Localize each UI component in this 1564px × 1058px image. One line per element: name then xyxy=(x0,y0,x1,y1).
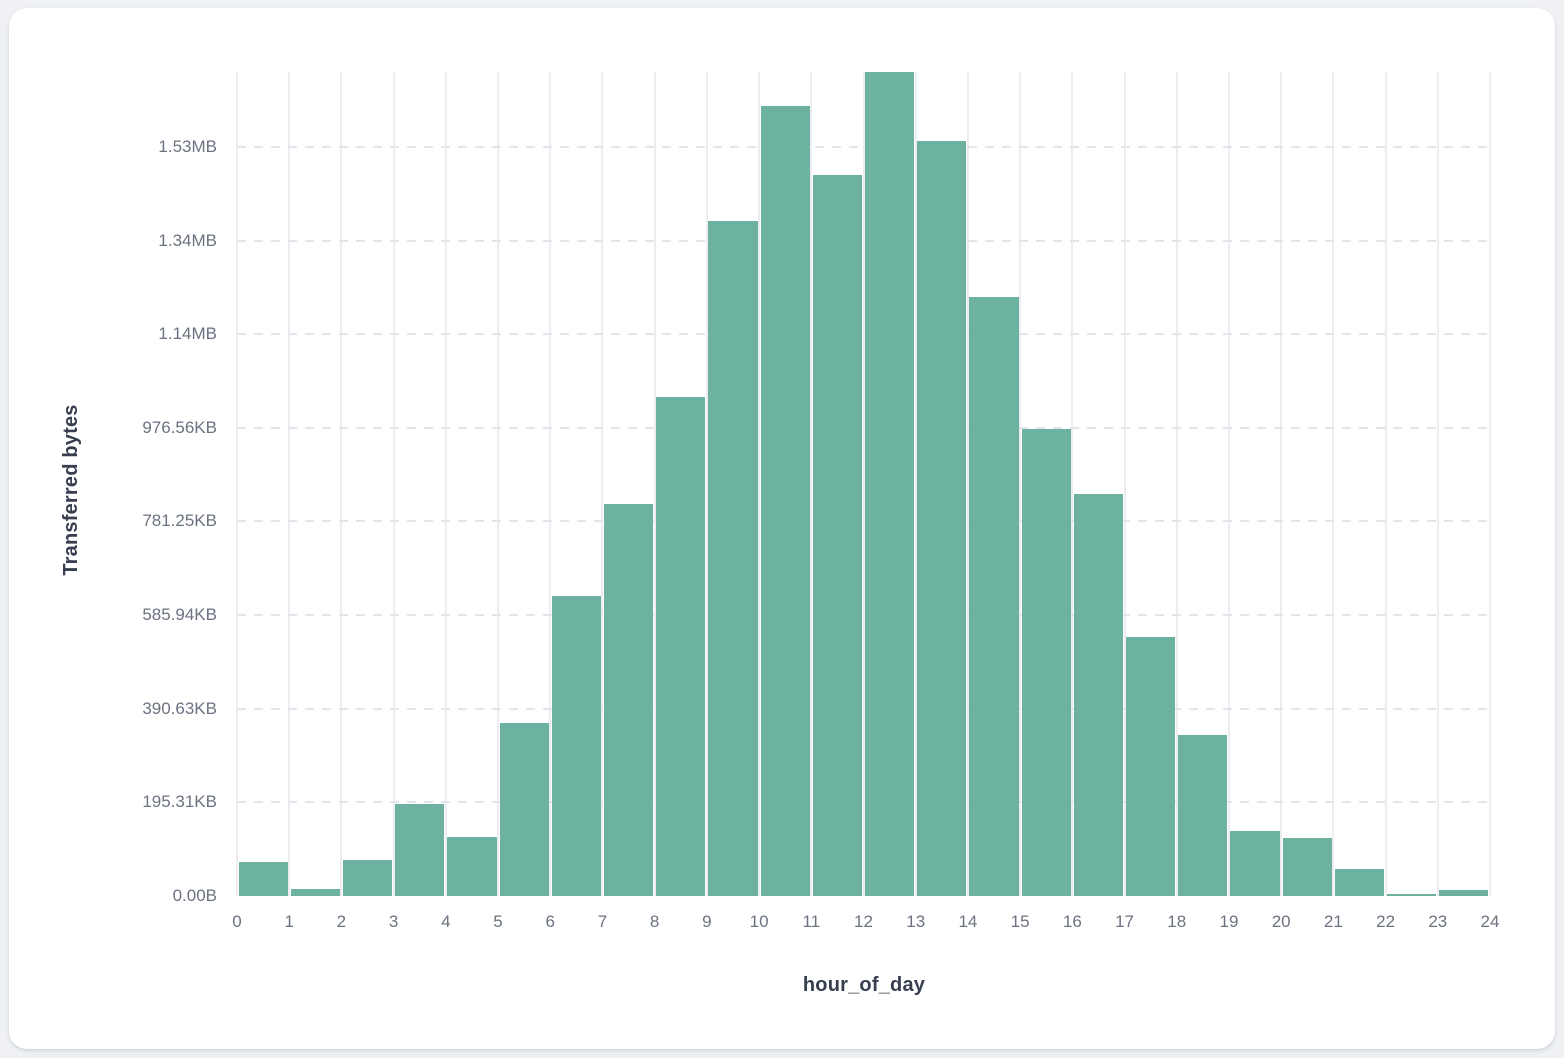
vertical-gridline xyxy=(1384,72,1387,896)
y-tick-label: 1.34MB xyxy=(158,230,217,250)
bar-hour-7[interactable] xyxy=(603,503,654,896)
x-tick-label: 2 xyxy=(336,912,347,931)
vertical-gridline xyxy=(810,72,813,896)
bar-hour-6[interactable] xyxy=(551,596,601,896)
bar-hour-20[interactable] xyxy=(1282,837,1332,896)
vertical-gridline xyxy=(1489,72,1491,896)
y-tick-label: 1.53MB xyxy=(158,136,217,156)
y-tick-label: 195.31KB xyxy=(142,792,217,812)
x-tick-label: 21 xyxy=(1323,912,1343,931)
vertical-gridline xyxy=(288,72,291,896)
vertical-gridline xyxy=(1071,72,1074,896)
horizontal-gridline xyxy=(237,801,1490,804)
vertical-gridline xyxy=(705,72,708,896)
x-tick-label: 12 xyxy=(854,912,873,931)
vertical-gridline xyxy=(653,72,656,896)
vertical-gridline xyxy=(862,72,865,896)
bar-hour-5[interactable] xyxy=(499,722,549,896)
vertical-gridline xyxy=(601,72,604,896)
horizontal-gridline xyxy=(237,614,1490,617)
horizontal-gridline xyxy=(237,707,1490,710)
y-tick-label: 390.63KB xyxy=(142,698,217,718)
x-tick-label: 23 xyxy=(1428,912,1448,931)
bar-hour-16[interactable] xyxy=(1073,494,1124,896)
bar-hour-19[interactable] xyxy=(1230,830,1280,896)
vertical-gridline xyxy=(914,72,917,896)
y-tick-label: 781.25KB xyxy=(142,511,217,531)
bar-hour-8[interactable] xyxy=(656,396,706,896)
y-tick-label: 0.00B xyxy=(172,886,217,905)
bar-hour-10[interactable] xyxy=(760,105,810,896)
x-tick-label: 16 xyxy=(1062,912,1082,931)
bar-hour-17[interactable] xyxy=(1126,636,1176,896)
x-tick-label: 20 xyxy=(1271,912,1291,931)
bar-hour-2[interactable] xyxy=(342,860,393,896)
bar-hour-4[interactable] xyxy=(447,837,497,896)
x-tick-label: 13 xyxy=(906,912,926,931)
vertical-gridline xyxy=(1175,72,1178,896)
bar-hour-23[interactable] xyxy=(1439,889,1489,896)
x-tick-label: 19 xyxy=(1219,912,1239,931)
plot-area xyxy=(236,72,1491,896)
bar-hour-9[interactable] xyxy=(708,221,758,896)
bar-hour-15[interactable] xyxy=(1021,429,1071,896)
bar-hour-3[interactable] xyxy=(395,804,445,896)
vertical-gridline xyxy=(497,72,500,896)
x-tick-label: 9 xyxy=(702,912,712,931)
vertical-gridline xyxy=(549,72,552,896)
horizontal-gridline xyxy=(237,145,1490,148)
x-tick-label: 3 xyxy=(388,912,399,931)
vertical-gridline xyxy=(236,72,238,896)
x-tick-label: 14 xyxy=(958,912,978,931)
vertical-gridline xyxy=(444,72,447,896)
y-tick-label: 585.94KB xyxy=(142,605,217,625)
x-tick-label: 11 xyxy=(802,912,821,931)
x-tick-label: 18 xyxy=(1167,912,1187,931)
y-tick-label: 1.14MB xyxy=(158,324,217,344)
x-tick-label: 5 xyxy=(493,912,503,931)
vertical-gridline xyxy=(1332,72,1335,896)
bar-hour-0[interactable] xyxy=(238,862,288,896)
bar-hour-14[interactable] xyxy=(969,296,1019,896)
vertical-gridline xyxy=(1280,72,1283,896)
x-tick-label: 10 xyxy=(749,912,769,931)
x-tick-label: 24 xyxy=(1480,912,1500,931)
y-axis-title: Transferred bytes xyxy=(60,404,82,576)
bar-hour-18[interactable] xyxy=(1178,734,1228,896)
chart-card: Transferred bytes hour_of_day 0.00B 195.3… xyxy=(9,8,1555,1049)
x-tick-label: 7 xyxy=(597,912,608,931)
bar-hour-22[interactable] xyxy=(1387,893,1437,896)
bar-hour-11[interactable] xyxy=(812,174,862,896)
x-tick-label: 17 xyxy=(1115,912,1134,931)
vertical-gridline xyxy=(758,72,761,896)
bar-hour-1[interactable] xyxy=(290,888,340,896)
vertical-gridline xyxy=(1227,72,1230,896)
bar-hour-12[interactable] xyxy=(865,72,915,896)
x-tick-label: 4 xyxy=(441,912,451,931)
x-tick-label: 8 xyxy=(649,912,660,931)
bar-hour-13[interactable] xyxy=(917,140,967,896)
vertical-gridline xyxy=(1019,72,1022,896)
x-tick-label: 15 xyxy=(1010,912,1030,931)
vertical-gridline xyxy=(1436,72,1439,896)
vertical-gridline xyxy=(340,72,343,896)
bar-hour-21[interactable] xyxy=(1334,869,1385,896)
vertical-gridline xyxy=(1123,72,1126,896)
horizontal-gridline xyxy=(237,239,1490,242)
x-tick-label: 0 xyxy=(232,912,242,931)
y-tick-label: 976.56KB xyxy=(142,417,217,437)
horizontal-gridline xyxy=(237,333,1490,336)
horizontal-gridline xyxy=(237,426,1490,429)
horizontal-gridline xyxy=(237,520,1490,523)
vertical-gridline xyxy=(966,72,969,896)
x-axis-title: hour_of_day xyxy=(802,974,926,996)
x-tick-label: 6 xyxy=(545,912,555,931)
x-tick-label: 22 xyxy=(1376,912,1396,931)
x-tick-label: 1 xyxy=(284,912,294,931)
vertical-gridline xyxy=(392,72,395,896)
